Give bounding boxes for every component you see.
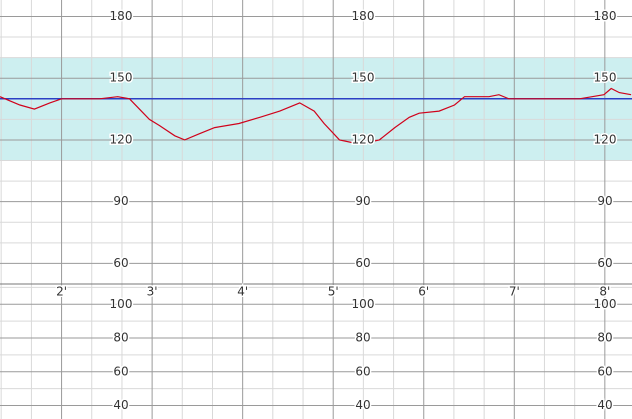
y-tick-label: 60 — [597, 256, 612, 270]
y-tick-label: 80 — [113, 331, 128, 345]
y-tick-label: 90 — [355, 194, 370, 208]
y-tick-label: 120 — [110, 132, 133, 146]
x-tick-label: 2' — [56, 285, 67, 299]
x-tick-label: 6' — [418, 285, 429, 299]
y-tick-label: 40 — [597, 398, 612, 412]
x-tick-label: 5' — [328, 285, 339, 299]
fhr-trace — [0, 87, 632, 145]
y-tick-label: 90 — [113, 194, 128, 208]
y-tick-label: 60 — [113, 364, 128, 378]
y-tick-label: 150 — [594, 71, 617, 85]
y-tick-label: 120 — [352, 132, 375, 146]
y-tick-label: 40 — [113, 398, 128, 412]
y-tick-label: 100 — [594, 297, 617, 311]
normal-range-band — [0, 57, 632, 161]
x-tick-label: 7' — [509, 285, 520, 299]
y-tick-label: 180 — [352, 9, 375, 23]
y-tick-label: 180 — [110, 9, 133, 23]
y-tick-label: 40 — [355, 398, 370, 412]
x-tick-label: 3' — [147, 285, 158, 299]
y-tick-label: 100 — [352, 297, 375, 311]
y-tick-label: 150 — [352, 71, 375, 85]
y-tick-label: 60 — [355, 364, 370, 378]
y-tick-label: 60 — [597, 364, 612, 378]
y-tick-label: 60 — [355, 256, 370, 270]
y-tick-label: 80 — [355, 331, 370, 345]
y-tick-label: 80 — [597, 331, 612, 345]
y-tick-label: 60 — [113, 256, 128, 270]
x-tick-label: 8' — [599, 285, 610, 299]
x-tick-label: 4' — [237, 285, 248, 299]
y-tick-label: 100 — [110, 297, 133, 311]
y-tick-label: 180 — [594, 9, 617, 23]
y-tick-label: 120 — [594, 132, 617, 146]
y-tick-label: 90 — [597, 194, 612, 208]
y-tick-label: 150 — [110, 71, 133, 85]
